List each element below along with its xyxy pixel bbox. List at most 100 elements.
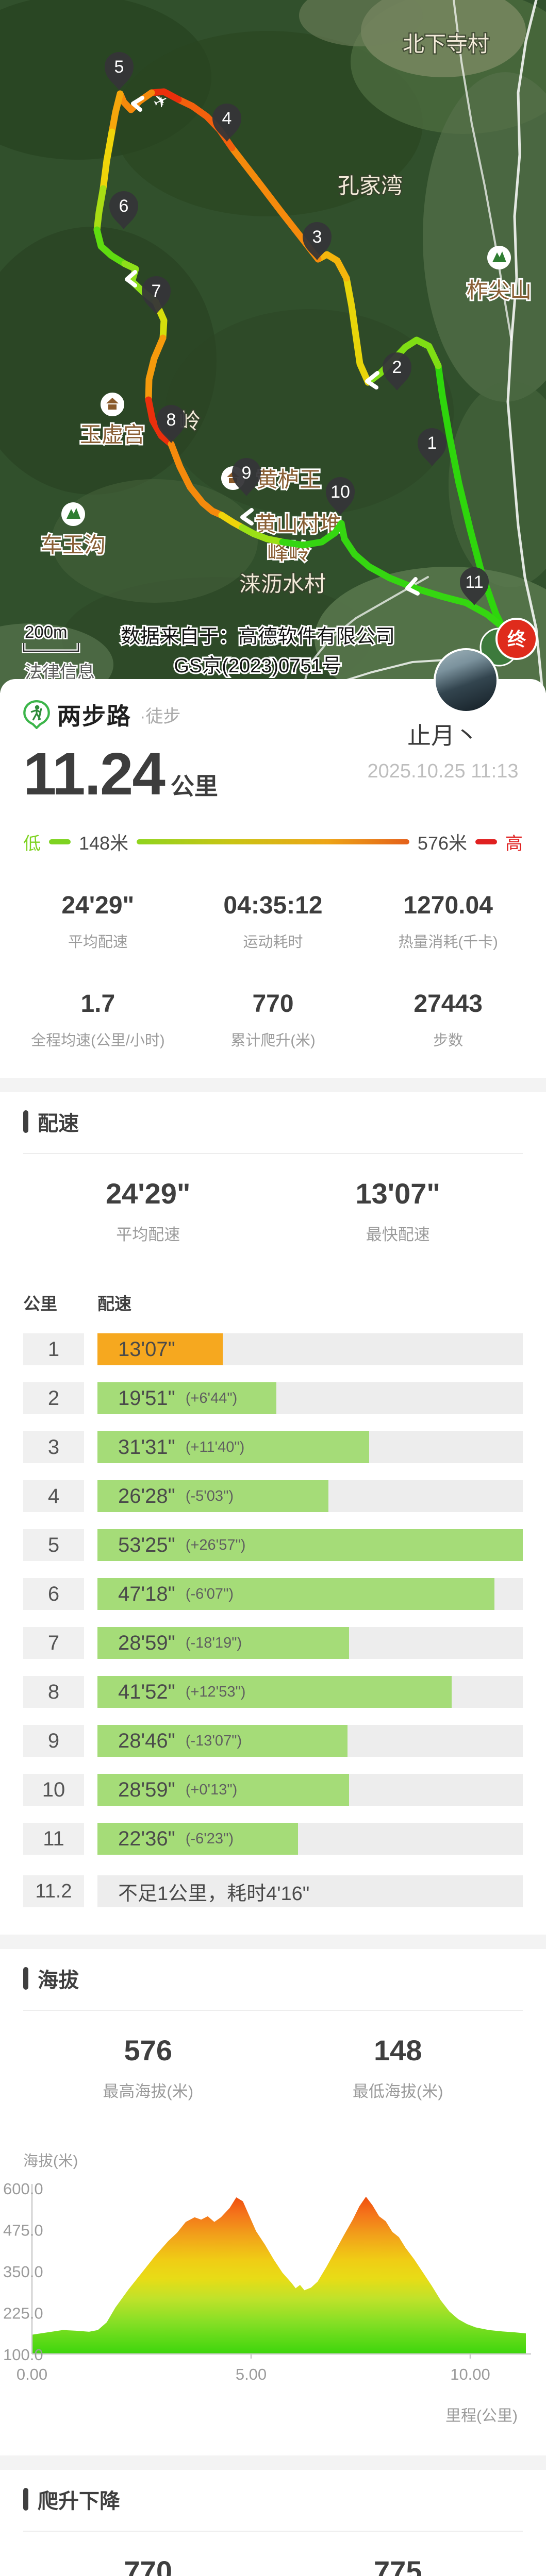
col-pace: 配速 [97, 1294, 131, 1313]
col-km: 公里 [23, 1294, 57, 1313]
km-marker-number: 7 [152, 281, 161, 301]
pace-section-header: 配速 [23, 1110, 523, 1135]
pace-delta: (+11'40") [185, 1438, 245, 1455]
stat-steps: 27443 步数 [413, 990, 483, 1049]
km-marker-6[interactable]: 6 [109, 191, 138, 229]
km-marker-4[interactable]: 4 [212, 104, 241, 142]
km-marker-7[interactable]: 7 [142, 276, 171, 314]
km-marker-9[interactable]: 9 [232, 458, 261, 496]
pace-row-track: 31'31" (+11'40") [97, 1431, 523, 1463]
km-marker-5[interactable]: 5 [105, 52, 134, 90]
pace-row-bar: 53'25" (+26'57") [97, 1529, 523, 1561]
x-tick: 0.00 [16, 2365, 47, 2383]
km-markers[interactable]: 1 2 3 4 5 6 7 8 9 10 11 [105, 52, 489, 605]
total-ascent: 770 累计爬升(米) [124, 2555, 172, 2576]
map-place-label: 柞尖山 [467, 278, 532, 302]
pace-row-km: 4 [23, 1480, 84, 1512]
user-block: 止月丶 2025.10.25 11:13 [355, 717, 531, 783]
pace-row-bar: 28'59" (-18'19") [97, 1627, 349, 1659]
pace-row: 7 28'59" (-18'19") [23, 1627, 523, 1659]
km-marker-11[interactable]: 11 [460, 567, 489, 605]
pace-summary: 24'29" 平均配速 13'07" 最快配速 [23, 1177, 523, 1245]
pace-row: 9 28'46" (-13'07") [23, 1725, 523, 1757]
km-marker-number: 10 [330, 482, 350, 502]
y-tick: 225.0 [3, 2304, 43, 2323]
pace-row-bar: 28'46" (-13'07") [97, 1725, 348, 1757]
pace-value: 22'36" [118, 1827, 175, 1850]
map-place-label: 车玉沟 [41, 533, 106, 557]
map-terrain-texture [0, 0, 546, 693]
svg-text:数据来自于：高德软件有限公司: 数据来自于：高德软件有限公司 [121, 626, 395, 648]
y-tick: 350.0 [3, 2263, 43, 2281]
stat-avg-pace: 24'29" 平均配速 [61, 892, 135, 951]
pace-row-bar: 31'31" (+11'40") [97, 1431, 369, 1463]
stat-calories: 1270.04 热量消耗(千卡) [398, 892, 498, 951]
pace-row-track: 26'28" (-5'03") [97, 1480, 523, 1512]
pace-value: 26'28" [118, 1484, 175, 1507]
pace-row-track: 28'59" (+0'13") [97, 1774, 523, 1806]
km-marker-1[interactable]: 1 [418, 428, 446, 466]
pace-value: 13'07" [118, 1337, 175, 1361]
climb-section: 爬升下降 770 累计爬升(米) 775 累计下降(米) 爬升31%3.45公里… [0, 2487, 546, 2576]
pace-row-bar: 22'36" (-6'23") [97, 1823, 298, 1855]
map-place-label: 孔家湾 [338, 174, 403, 198]
finish-marker[interactable]: 终 [479, 618, 538, 667]
map-attribution: 数据来自于：高德软件有限公司 GS京(2023)0751号 [119, 624, 396, 679]
pace-delta: (-13'07") [185, 1732, 242, 1749]
section-marker-icon [23, 1967, 28, 1990]
y-tick-labels: 600.0 475.0 350.0 225.0 100.0 [3, 2180, 43, 2364]
pace-row-track: 28'46" (-13'07") [97, 1725, 523, 1757]
stat-avg-speed: 1.7 全程均速(公里/小时) [31, 990, 165, 1049]
pace-row-bar: 26'28" (-5'03") [97, 1480, 329, 1512]
pace-row-bar: 41'52" (+12'53") [97, 1676, 452, 1708]
altitude-summary: 576 最高海拔(米) 148 最低海拔(米) [23, 2033, 523, 2102]
km-marker-10[interactable]: 10 [326, 477, 355, 515]
elevation-gradient-bar: 低 148米 576米 高 [23, 828, 523, 855]
climb-section-header: 爬升下降 [23, 2487, 523, 2513]
section-divider-band [0, 2455, 546, 2470]
km-marker-2[interactable]: 2 [383, 352, 411, 391]
y-tick: 100.0 [3, 2346, 43, 2364]
pace-row-km: 5 [23, 1529, 84, 1561]
pace-value: 47'18" [118, 1582, 175, 1605]
total-distance-value: 11.24 [23, 740, 166, 807]
pace-row: 11 22'36" (-6'23") [23, 1823, 523, 1855]
total-distance-unit: 公里 [170, 773, 218, 800]
activity-type-label: ·徒步 [140, 706, 181, 726]
km-marker-number: 9 [242, 463, 252, 483]
pace-row-track: 53'25" (+26'57") [97, 1529, 523, 1561]
pace-value: 31'31" [118, 1435, 175, 1459]
altitude-section-title: 海拔 [38, 1969, 79, 1992]
pace-row-bar: 13'07" [97, 1333, 223, 1365]
section-divider-band [0, 1935, 546, 1949]
pace-row-track: 47'18" (-6'07") [97, 1578, 523, 1610]
section-marker-icon [23, 1110, 28, 1133]
username: 止月丶 [407, 722, 478, 749]
pace-row-track: 22'36" (-6'23") [97, 1823, 523, 1855]
elevation-area [32, 2196, 526, 2354]
pace-row-bar: 47'18" (-6'07") [97, 1578, 495, 1610]
low-label: 低 [23, 834, 41, 854]
card-header: 两步路 ·徒步 11.24 公里 止月丶 2025.10.25 11:13 [0, 679, 546, 804]
km-marker-8[interactable]: 8 [157, 405, 186, 443]
km-marker-number: 8 [167, 410, 176, 430]
map-place-label: 涞沥水村 [239, 572, 326, 596]
avg-pace: 24'29" 平均配速 [106, 1177, 191, 1244]
stat-duration: 04:35:12 运动耗时 [223, 892, 323, 951]
km-marker-3[interactable]: 3 [303, 222, 332, 260]
avatar[interactable] [436, 650, 497, 711]
pace-value: 28'46" [118, 1729, 175, 1752]
mountain-icon [492, 251, 506, 262]
pace-value: 28'59" [118, 1631, 175, 1654]
low-dash-icon [49, 839, 71, 844]
pace-row-track: 19'51" (+6'44") [97, 1382, 523, 1414]
map-place-label: 黄山村堆 [255, 512, 341, 536]
km-marker-number: 5 [114, 57, 124, 77]
pace-section-title: 配速 [38, 1112, 79, 1135]
pace-row: 5 53'25" (+26'57") [23, 1529, 523, 1561]
climb-section-title: 爬升下降 [38, 2490, 120, 2513]
elevation-x-axis-label: 里程(公里) [445, 2408, 518, 2425]
brand-name: 两步路 [57, 703, 131, 730]
